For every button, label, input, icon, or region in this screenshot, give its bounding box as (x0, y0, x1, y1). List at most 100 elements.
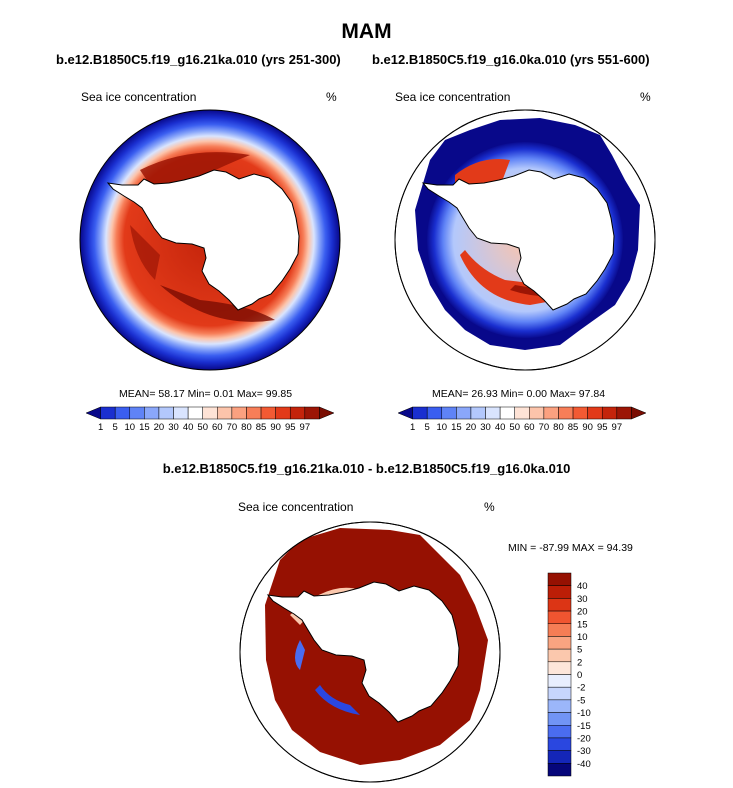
diff-colorbar-tick-label: -10 (577, 708, 591, 719)
panel2-colorbar-swatch (412, 406, 428, 420)
diff-colorbar-swatch (547, 572, 572, 586)
panel1-colorbar-swatch (144, 406, 160, 420)
panel2-colorbar: 1 5 10 15 20 30 40 50 60 70 80 85 90 95 97 (397, 406, 647, 433)
panel1-colorbar-swatch (100, 406, 116, 420)
panel2-colorbar-swatch (514, 406, 530, 420)
panel2-colorbar-tick-label: 20 (466, 422, 477, 433)
panel2-colorbar-swatch (543, 406, 559, 420)
panel1-colorbar-swatch (319, 406, 335, 420)
panel2-colorbar-swatch (558, 406, 574, 420)
diff-colorbar-swatch (547, 648, 572, 663)
diff-colorbar-swatch (547, 725, 572, 739)
panel2-colorbar-tick-label: 10 (436, 422, 447, 433)
panel1-colorbar-tick-label: 5 (113, 422, 118, 433)
panel1-units-label: % (326, 90, 337, 104)
panel2-colorbar-tick-label: 50 (509, 422, 520, 433)
panel2-colorbar-tick-label: 85 (568, 422, 579, 433)
diff-colorbar-swatch (547, 623, 572, 637)
panel1-colorbar-swatch (260, 406, 276, 420)
diff-colorbar-tick-label: -15 (577, 721, 591, 732)
diff-colorbar-tick-label: 20 (577, 607, 588, 618)
panel2-map (394, 109, 656, 371)
diff-colorbar-tick-label: -30 (577, 746, 591, 757)
diff-colorbar-swatch (547, 610, 572, 624)
diff-colorbar-tick-label: -40 (577, 759, 591, 770)
panel2-colorbar-tick-label: 30 (480, 422, 491, 433)
diff-colorbar-swatch (547, 598, 572, 612)
panel2-title: b.e12.B1850C5.f19_g16.0ka.010 (yrs 551-6… (372, 52, 650, 67)
panel2-stats: MEAN= 26.93 Min= 0.00 Max= 97.84 (432, 388, 606, 400)
panel1-colorbar-swatch (114, 406, 131, 420)
panel1-colorbar-tick-label: 60 (212, 422, 223, 433)
diff-panel-title: b.e12.B1850C5.f19_g16.21ka.010 - b.e12.B… (162, 461, 571, 476)
panel1-colorbar-swatch (246, 406, 262, 420)
panel1-colorbar-swatch (158, 406, 174, 420)
panel2-units-label: % (640, 90, 651, 104)
diff-colorbar-tick-label: 2 (577, 657, 582, 668)
panel2-colorbar-tick-label: 40 (495, 422, 506, 433)
figure-title: MAM (341, 20, 392, 43)
panel1-colorbar-tick-label: 80 (241, 422, 252, 433)
diff-colorbar-tick-label: 15 (577, 619, 588, 630)
diff-colorbar-swatch (547, 686, 572, 701)
diff-colorbar-swatch (547, 763, 572, 777)
panel1-map (79, 109, 341, 371)
panel1-colorbar-tick-label: 95 (285, 422, 296, 433)
panel1-colorbar-tick-label: 10 (124, 422, 135, 433)
diff-colorbar-swatch (547, 750, 572, 764)
diff-colorbar-swatch (547, 699, 572, 713)
panel1-colorbar-tick-label: 97 (300, 422, 311, 433)
panel2-colorbar-swatch (397, 406, 413, 420)
diff-colorbar-tick-label: -20 (577, 733, 591, 744)
panel2-colorbar-swatch (572, 406, 588, 420)
diff-map (239, 521, 501, 783)
panel1-colorbar-swatch (202, 406, 218, 420)
panel2-colorbar-tick-label: 1 (410, 422, 415, 433)
panel1-colorbar-swatch (304, 406, 320, 420)
panel1-colorbar-swatch (85, 406, 101, 420)
panel2-colorbar-swatch (529, 406, 545, 420)
panel1-colorbar-tick-label: 40 (183, 422, 194, 433)
diff-colorbar-swatch (547, 674, 572, 688)
panel2-colorbar-swatch (601, 406, 618, 420)
diff-units-label: % (484, 500, 495, 514)
panel2-colorbar-swatch (456, 406, 472, 420)
panel1-colorbar-tick-label: 70 (227, 422, 238, 433)
diff-colorbar-swatch (547, 661, 572, 675)
panel1-colorbar-swatch (129, 406, 145, 420)
diff-colorbar-tick-label: -2 (577, 683, 585, 694)
panel2-colorbar-tick-label: 90 (582, 422, 593, 433)
panel2-colorbar-swatch (470, 406, 486, 420)
panel1-stats: MEAN= 58.17 Min= 0.01 Max= 99.85 (119, 388, 293, 400)
panel1-variable-label: Sea ice concentration (81, 90, 197, 104)
diff-colorbar-tick-label: 5 (577, 645, 582, 656)
panel1-colorbar-tick-label: 85 (256, 422, 267, 433)
diff-colorbar-swatch (547, 585, 572, 599)
panel1-colorbar: 1 5 10 15 20 30 40 50 60 70 80 85 90 95 97 (85, 406, 335, 433)
panel1-colorbar-swatch (173, 406, 189, 420)
panel2-colorbar-swatch (499, 406, 515, 420)
diff-colorbar-tick-label: 40 (577, 581, 588, 592)
panel1-colorbar-swatch (231, 406, 247, 420)
panel1-colorbar-swatch (289, 406, 306, 420)
panel1-colorbar-tick-label: 90 (270, 422, 281, 433)
panel2-colorbar-swatch (616, 406, 632, 420)
panel2-colorbar-tick-label: 97 (612, 422, 623, 433)
panel1-colorbar-tick-label: 1 (98, 422, 103, 433)
panel1-colorbar-swatch (275, 406, 291, 420)
diff-colorbar-tick-label: 10 (577, 632, 588, 643)
diff-colorbar-tick-label: -5 (577, 695, 585, 706)
diff-stats: MIN = -87.99 MAX = 94.39 (508, 542, 633, 554)
panel1-colorbar-swatch (187, 406, 203, 420)
panel2-colorbar-tick-label: 80 (553, 422, 564, 433)
panel1-colorbar-swatch (217, 406, 233, 420)
panel2-colorbar-swatch (426, 406, 443, 420)
panel1-colorbar-tick-label: 15 (139, 422, 150, 433)
panel2-colorbar-tick-label: 15 (451, 422, 462, 433)
diff-colorbar-swatch (547, 712, 572, 726)
panel1-colorbar-tick-label: 50 (197, 422, 208, 433)
panel1-colorbar-tick-label: 20 (154, 422, 165, 433)
panel2-colorbar-swatch (587, 406, 603, 420)
diff-colorbar-tick-label: 0 (577, 670, 582, 681)
